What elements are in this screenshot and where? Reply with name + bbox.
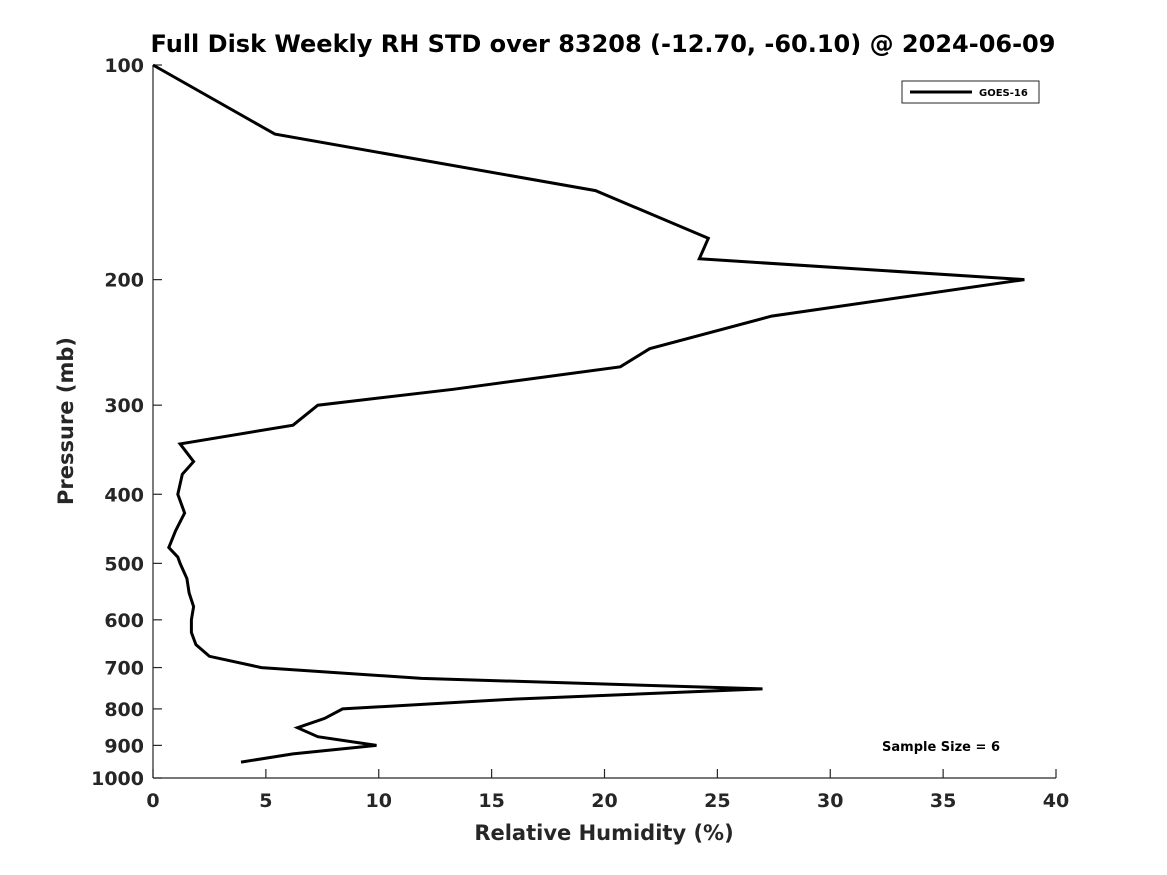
x-tick-label: 30 xyxy=(817,790,843,812)
y-tick-label: 600 xyxy=(104,610,144,632)
chart-title: Full Disk Weekly RH STD over 83208 (-12.… xyxy=(151,30,1056,58)
x-tick-label: 15 xyxy=(478,790,504,812)
x-axis-ticks: 0 5 10 15 20 25 30 35 40 xyxy=(146,769,1069,812)
x-tick-label: 25 xyxy=(704,790,730,812)
y-tick-label: 100 xyxy=(104,55,144,77)
plot-axes xyxy=(152,65,1056,779)
sample-size-annotation: Sample Size = 6 xyxy=(882,740,1000,755)
legend-label-goes-16: GOES-16 xyxy=(979,88,1028,99)
series-layer xyxy=(152,63,1025,764)
x-tick-label: 5 xyxy=(259,790,272,812)
y-axis-ticks: 100 200 300 400 500 600 700 800 900 1000 xyxy=(91,55,162,790)
y-tick-label: 300 xyxy=(104,395,144,417)
x-tick-label: 10 xyxy=(366,790,392,812)
y-tick-label: 1000 xyxy=(91,768,144,790)
y-tick-label: 200 xyxy=(104,270,144,292)
x-tick-label: 40 xyxy=(1043,790,1069,812)
x-tick-label: 20 xyxy=(591,790,617,812)
y-axis-title: Pressure (mb) xyxy=(54,337,78,505)
y-tick-label: 500 xyxy=(104,553,144,575)
y-tick-label: 800 xyxy=(104,699,144,721)
legend: GOES-16 xyxy=(901,80,1040,104)
x-tick-label: 35 xyxy=(930,790,956,812)
y-tick-label: 700 xyxy=(104,658,144,680)
series-line-goes-16 xyxy=(152,63,1025,764)
y-tick-label: 900 xyxy=(104,735,144,757)
y-tick-label: 400 xyxy=(104,484,144,506)
x-axis-title: Relative Humidity (%) xyxy=(474,821,733,845)
x-tick-label: 0 xyxy=(146,790,159,812)
